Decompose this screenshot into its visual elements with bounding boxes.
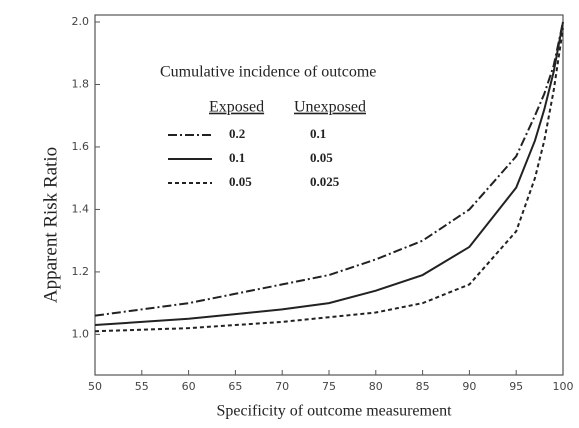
x-tick-label: 75 bbox=[322, 380, 336, 393]
legend-label: 0.1 bbox=[229, 150, 245, 165]
x-tick-label: 100 bbox=[553, 380, 574, 393]
legend-header: Unexposed bbox=[294, 99, 366, 116]
y-tick-label: 1.4 bbox=[72, 202, 90, 215]
x-tick-label: 85 bbox=[416, 380, 430, 393]
legend-label: 0.05 bbox=[229, 174, 252, 189]
series-line bbox=[94, 28, 564, 333]
y-axis-label: Apparent Risk Ratio bbox=[40, 147, 61, 303]
legend-label: 0.05 bbox=[310, 150, 333, 165]
x-tick-label: 65 bbox=[228, 380, 242, 393]
y-tick-label: 1.8 bbox=[72, 77, 90, 90]
y-tick-label: 1.0 bbox=[72, 327, 90, 340]
legend-label: 0.025 bbox=[310, 174, 340, 189]
legend-label: 0.1 bbox=[310, 126, 326, 141]
series-line bbox=[94, 21, 564, 327]
y-tick-label: 1.6 bbox=[72, 140, 90, 153]
x-tick-label: 60 bbox=[182, 380, 196, 393]
legend-label: 0.2 bbox=[229, 126, 245, 141]
legend-title: Cumulative incidence of outcome bbox=[160, 64, 376, 81]
x-axis-label: Specificity of outcome measurement bbox=[216, 403, 452, 420]
x-tick-label: 95 bbox=[509, 380, 523, 393]
x-tick-label: 70 bbox=[275, 380, 289, 393]
x-tick-label: 55 bbox=[135, 380, 149, 393]
series-line bbox=[94, 21, 564, 317]
x-tick-label: 80 bbox=[369, 380, 383, 393]
legend-header: Exposed bbox=[209, 99, 264, 116]
x-tick-label: 50 bbox=[88, 380, 102, 393]
x-tick-label: 90 bbox=[462, 380, 476, 393]
y-tick-label: 1.2 bbox=[72, 265, 90, 278]
y-tick-label: 2.0 bbox=[72, 15, 90, 28]
